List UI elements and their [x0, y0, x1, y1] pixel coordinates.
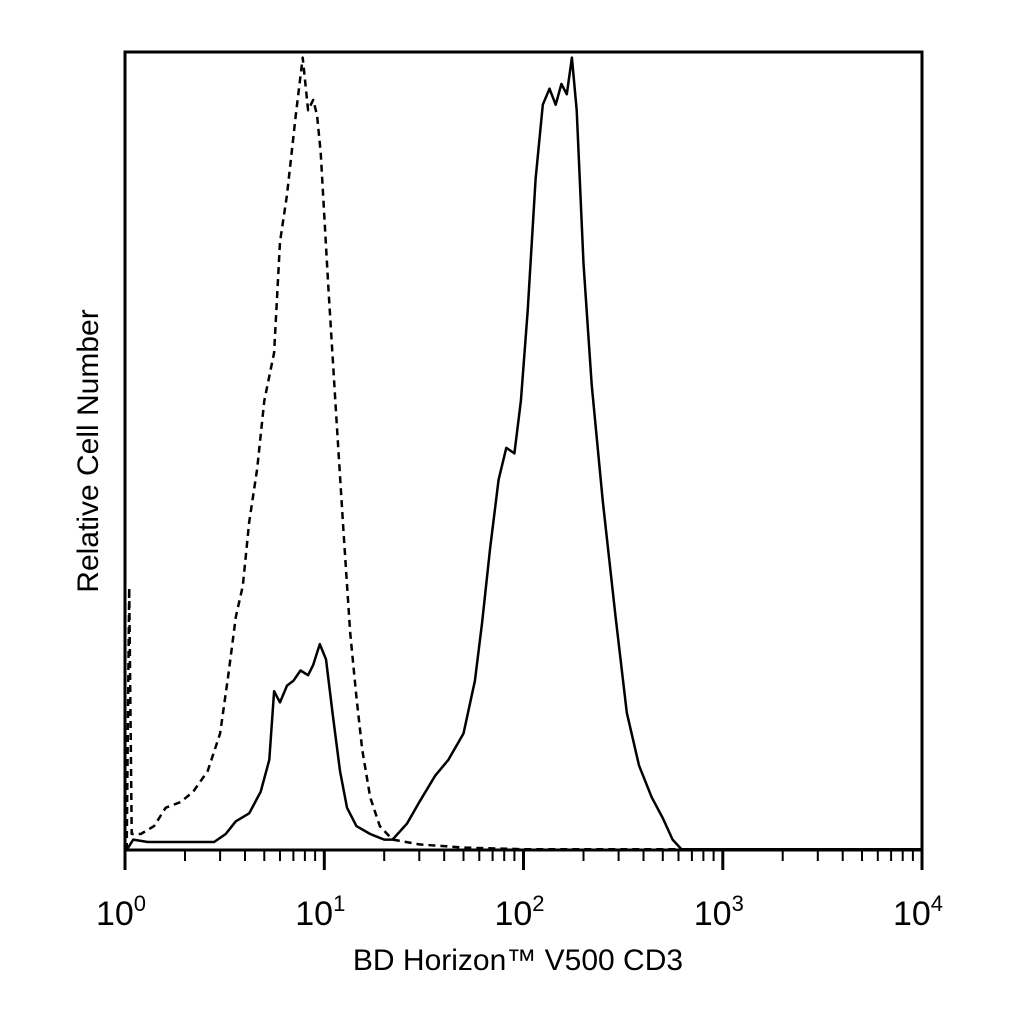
x-axis-tick-labels: 100 101 102 103 104 — [96, 891, 943, 933]
x-tick-label: 103 — [694, 891, 744, 933]
x-tick-label-exponent: 2 — [532, 891, 544, 916]
x-tick-label: 102 — [494, 891, 544, 933]
x-tick-label: 100 — [96, 891, 146, 933]
x-tick-label-exponent: 4 — [931, 891, 943, 916]
x-tick-label: 101 — [295, 891, 345, 933]
x-tick-label-base: 10 — [694, 895, 732, 933]
x-tick-label-exponent: 3 — [732, 891, 744, 916]
x-tick-label-exponent: 1 — [333, 891, 345, 916]
y-axis-title: Relative Cell Number — [72, 309, 105, 592]
x-tick-label-exponent: 0 — [134, 891, 146, 916]
x-tick-label-base: 10 — [893, 895, 931, 933]
x-tick-label-base: 10 — [295, 895, 333, 933]
x-axis-title: BD Horizon™ V500 CD3 — [353, 944, 683, 977]
x-axis-ticks — [123, 850, 924, 870]
x-tick-label-base: 10 — [96, 895, 134, 933]
x-tick-label-base: 10 — [494, 895, 532, 933]
series-line-dashed — [125, 56, 922, 851]
series-line-solid — [125, 56, 922, 851]
series-layer — [125, 56, 922, 851]
x-tick-label: 104 — [893, 891, 943, 933]
